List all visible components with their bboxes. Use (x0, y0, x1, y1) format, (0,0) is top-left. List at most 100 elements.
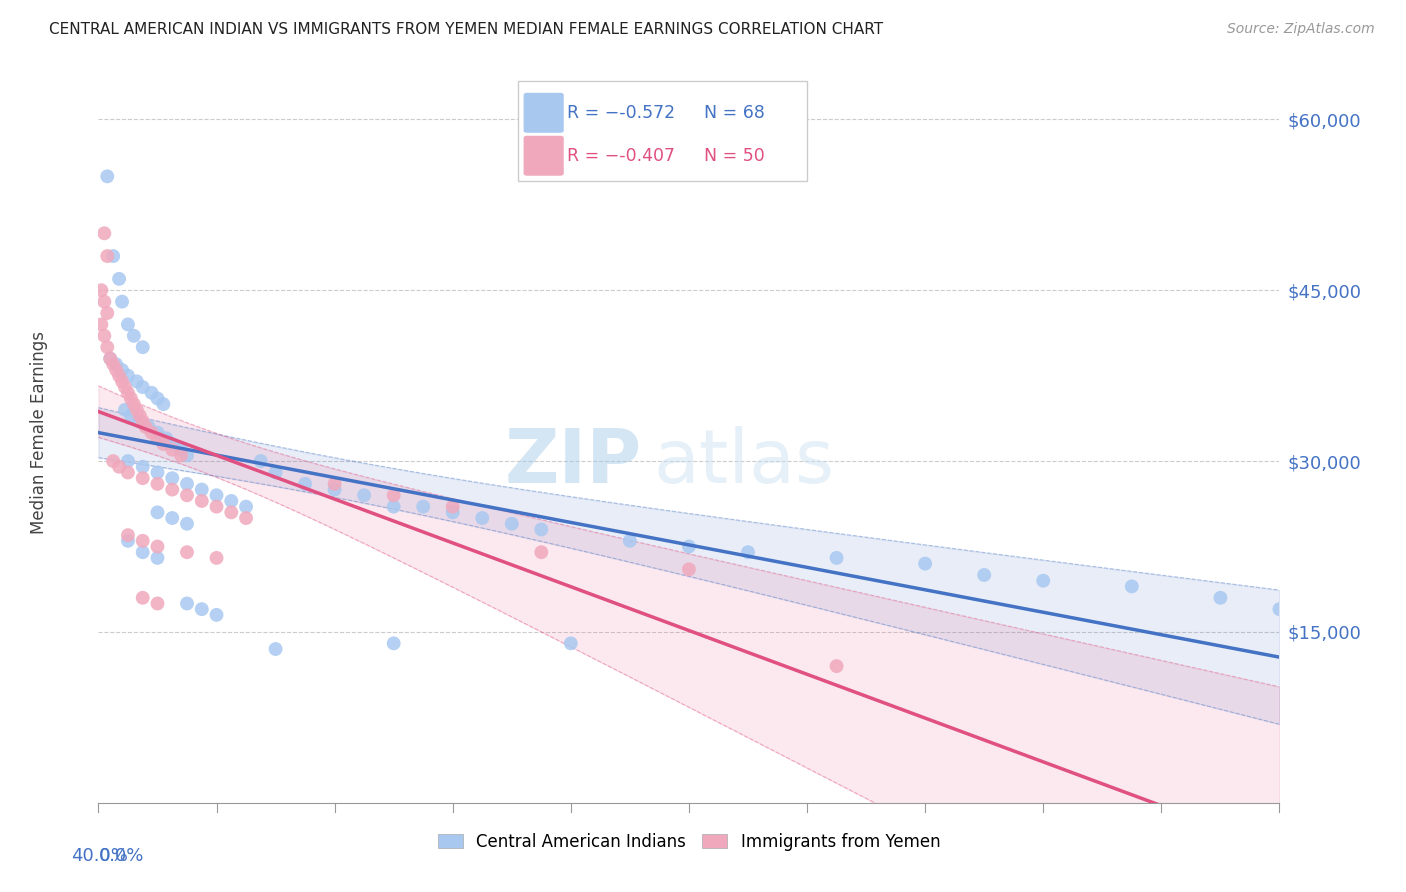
Point (108, 459, 131, 474)
Point (98, 351, 121, 366)
Point (141, 425, 163, 440)
Point (162, 471, 183, 485)
Point (146, 550, 169, 565)
Point (125, 375, 148, 389)
Point (146, 466, 169, 480)
Point (323, 483, 346, 497)
Point (122, 328, 145, 343)
Point (132, 340, 155, 354)
Point (103, 454, 125, 468)
Point (152, 397, 174, 411)
Text: R = −-0.407: R = −-0.407 (567, 146, 675, 165)
Point (146, 476, 169, 491)
Point (146, 425, 169, 440)
Text: Median Female Earnings: Median Female Earnings (31, 331, 48, 534)
Point (678, 540, 700, 554)
Point (530, 523, 553, 537)
Point (146, 431, 169, 445)
Point (93, 294, 115, 309)
Point (382, 488, 405, 502)
Point (353, 488, 375, 502)
Text: N = 50: N = 50 (704, 146, 765, 165)
Text: N = 68: N = 68 (704, 103, 765, 122)
Point (146, 392, 169, 406)
Point (205, 550, 228, 565)
Text: CENTRAL AMERICAN INDIAN VS IMMIGRANTS FROM YEMEN MEDIAN FEMALE EARNINGS CORRELAT: CENTRAL AMERICAN INDIAN VS IMMIGRANTS FR… (49, 22, 883, 37)
Point (138, 420, 160, 434)
Point (191, 602, 214, 616)
Point (98, 351, 121, 366)
Point (176, 449, 198, 463)
Point (135, 420, 157, 434)
Point (162, 437, 183, 451)
Legend: Central American Indians, Immigrants from Yemen: Central American Indians, Immigrants fro… (430, 826, 948, 857)
Text: 0.0%: 0.0% (98, 847, 143, 865)
Point (114, 380, 136, 394)
Point (117, 454, 139, 468)
Point (825, 659, 848, 673)
Point (117, 368, 139, 383)
Point (162, 442, 183, 457)
FancyBboxPatch shape (517, 81, 807, 181)
Point (914, 557, 936, 571)
Point (323, 476, 346, 491)
Text: R = −-0.572: R = −-0.572 (567, 103, 675, 122)
Point (176, 597, 198, 611)
Point (235, 511, 257, 525)
Point (103, 357, 125, 371)
Point (120, 392, 142, 406)
Point (90, 318, 112, 332)
Point (120, 409, 142, 423)
Point (294, 476, 316, 491)
Point (382, 500, 405, 514)
Point (471, 511, 494, 525)
Point (146, 597, 169, 611)
Text: Source: ZipAtlas.com: Source: ZipAtlas.com (1227, 22, 1375, 37)
Point (132, 471, 155, 485)
Point (678, 562, 700, 576)
Point (114, 402, 136, 417)
Point (141, 385, 163, 400)
Point (125, 402, 148, 417)
Point (132, 459, 155, 474)
Point (111, 294, 134, 309)
Point (560, 636, 582, 650)
Point (132, 591, 155, 605)
Point (122, 397, 145, 411)
Point (382, 636, 405, 650)
Point (93, 227, 115, 241)
Point (108, 368, 131, 383)
Point (170, 449, 193, 463)
Point (103, 249, 125, 263)
Point (132, 414, 155, 428)
Point (176, 545, 198, 559)
Point (1121, 579, 1143, 593)
Point (93, 328, 115, 343)
Text: atlas: atlas (654, 425, 835, 499)
Point (117, 466, 139, 480)
Point (235, 500, 257, 514)
Point (146, 540, 169, 554)
Point (96, 340, 118, 354)
FancyBboxPatch shape (523, 93, 564, 133)
Point (176, 488, 198, 502)
Point (111, 363, 134, 377)
Point (176, 516, 198, 531)
Point (530, 545, 553, 559)
Point (162, 511, 183, 525)
Point (973, 568, 995, 582)
Point (1268, 602, 1291, 616)
Point (191, 494, 214, 508)
Point (176, 476, 198, 491)
Point (170, 442, 193, 457)
Point (1209, 591, 1232, 605)
Point (111, 375, 134, 389)
Point (128, 409, 150, 423)
Point (825, 550, 848, 565)
Text: ZIP: ZIP (505, 425, 641, 499)
Point (1032, 574, 1054, 588)
Point (441, 505, 464, 519)
Point (105, 363, 128, 377)
Point (108, 272, 131, 286)
Point (155, 431, 177, 445)
